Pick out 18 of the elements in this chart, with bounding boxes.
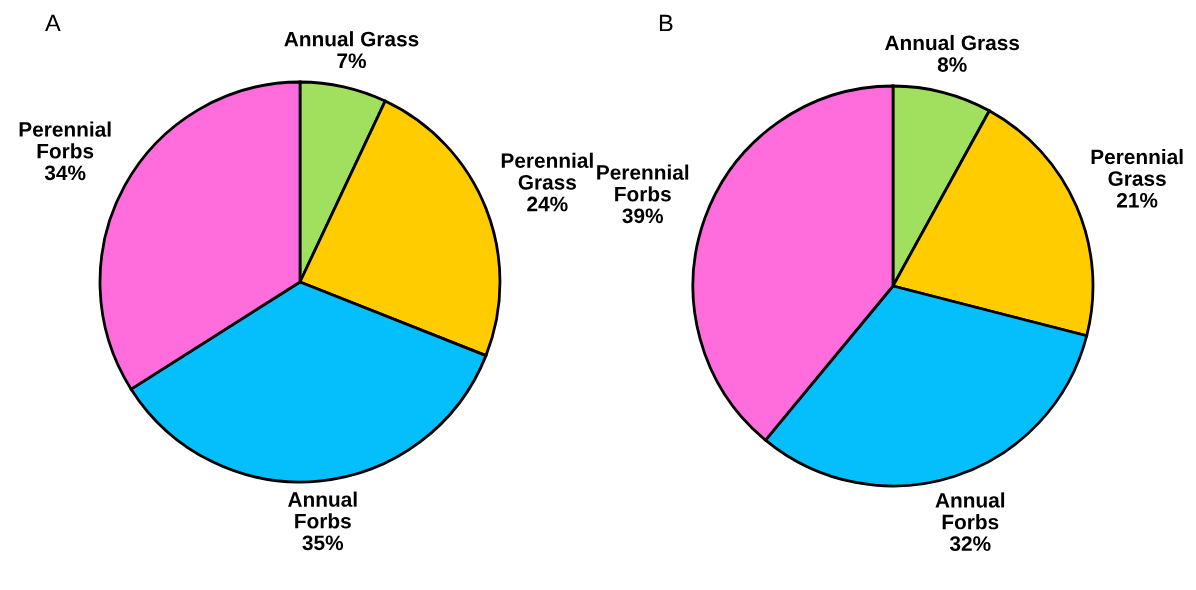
- slice-label: Perennial Grass: [501, 152, 593, 190]
- slice-label: Annual Grass: [284, 31, 419, 47]
- data-label: 7%: [337, 53, 366, 69]
- data-label: 8%: [937, 57, 967, 72]
- chart-title: B: [659, 14, 673, 32]
- data-label: 21%: [1117, 192, 1158, 208]
- slice-label: Annual Forbs: [935, 492, 1005, 530]
- data-label: 39%: [622, 208, 664, 224]
- data-label: 35%: [302, 535, 344, 551]
- slice-label: Perennial Forbs: [597, 164, 689, 202]
- slice-label: Annual Forbs: [288, 491, 357, 529]
- data-label: 34%: [44, 165, 86, 181]
- data-label: 32%: [949, 536, 991, 552]
- data-label: 24%: [527, 196, 568, 212]
- slice-label: Perennial Grass: [1091, 148, 1183, 186]
- slice-label: Perennial Forbs: [19, 121, 111, 159]
- chart-title: A: [45, 14, 61, 32]
- slice-label: Annual Grass: [884, 34, 1020, 51]
